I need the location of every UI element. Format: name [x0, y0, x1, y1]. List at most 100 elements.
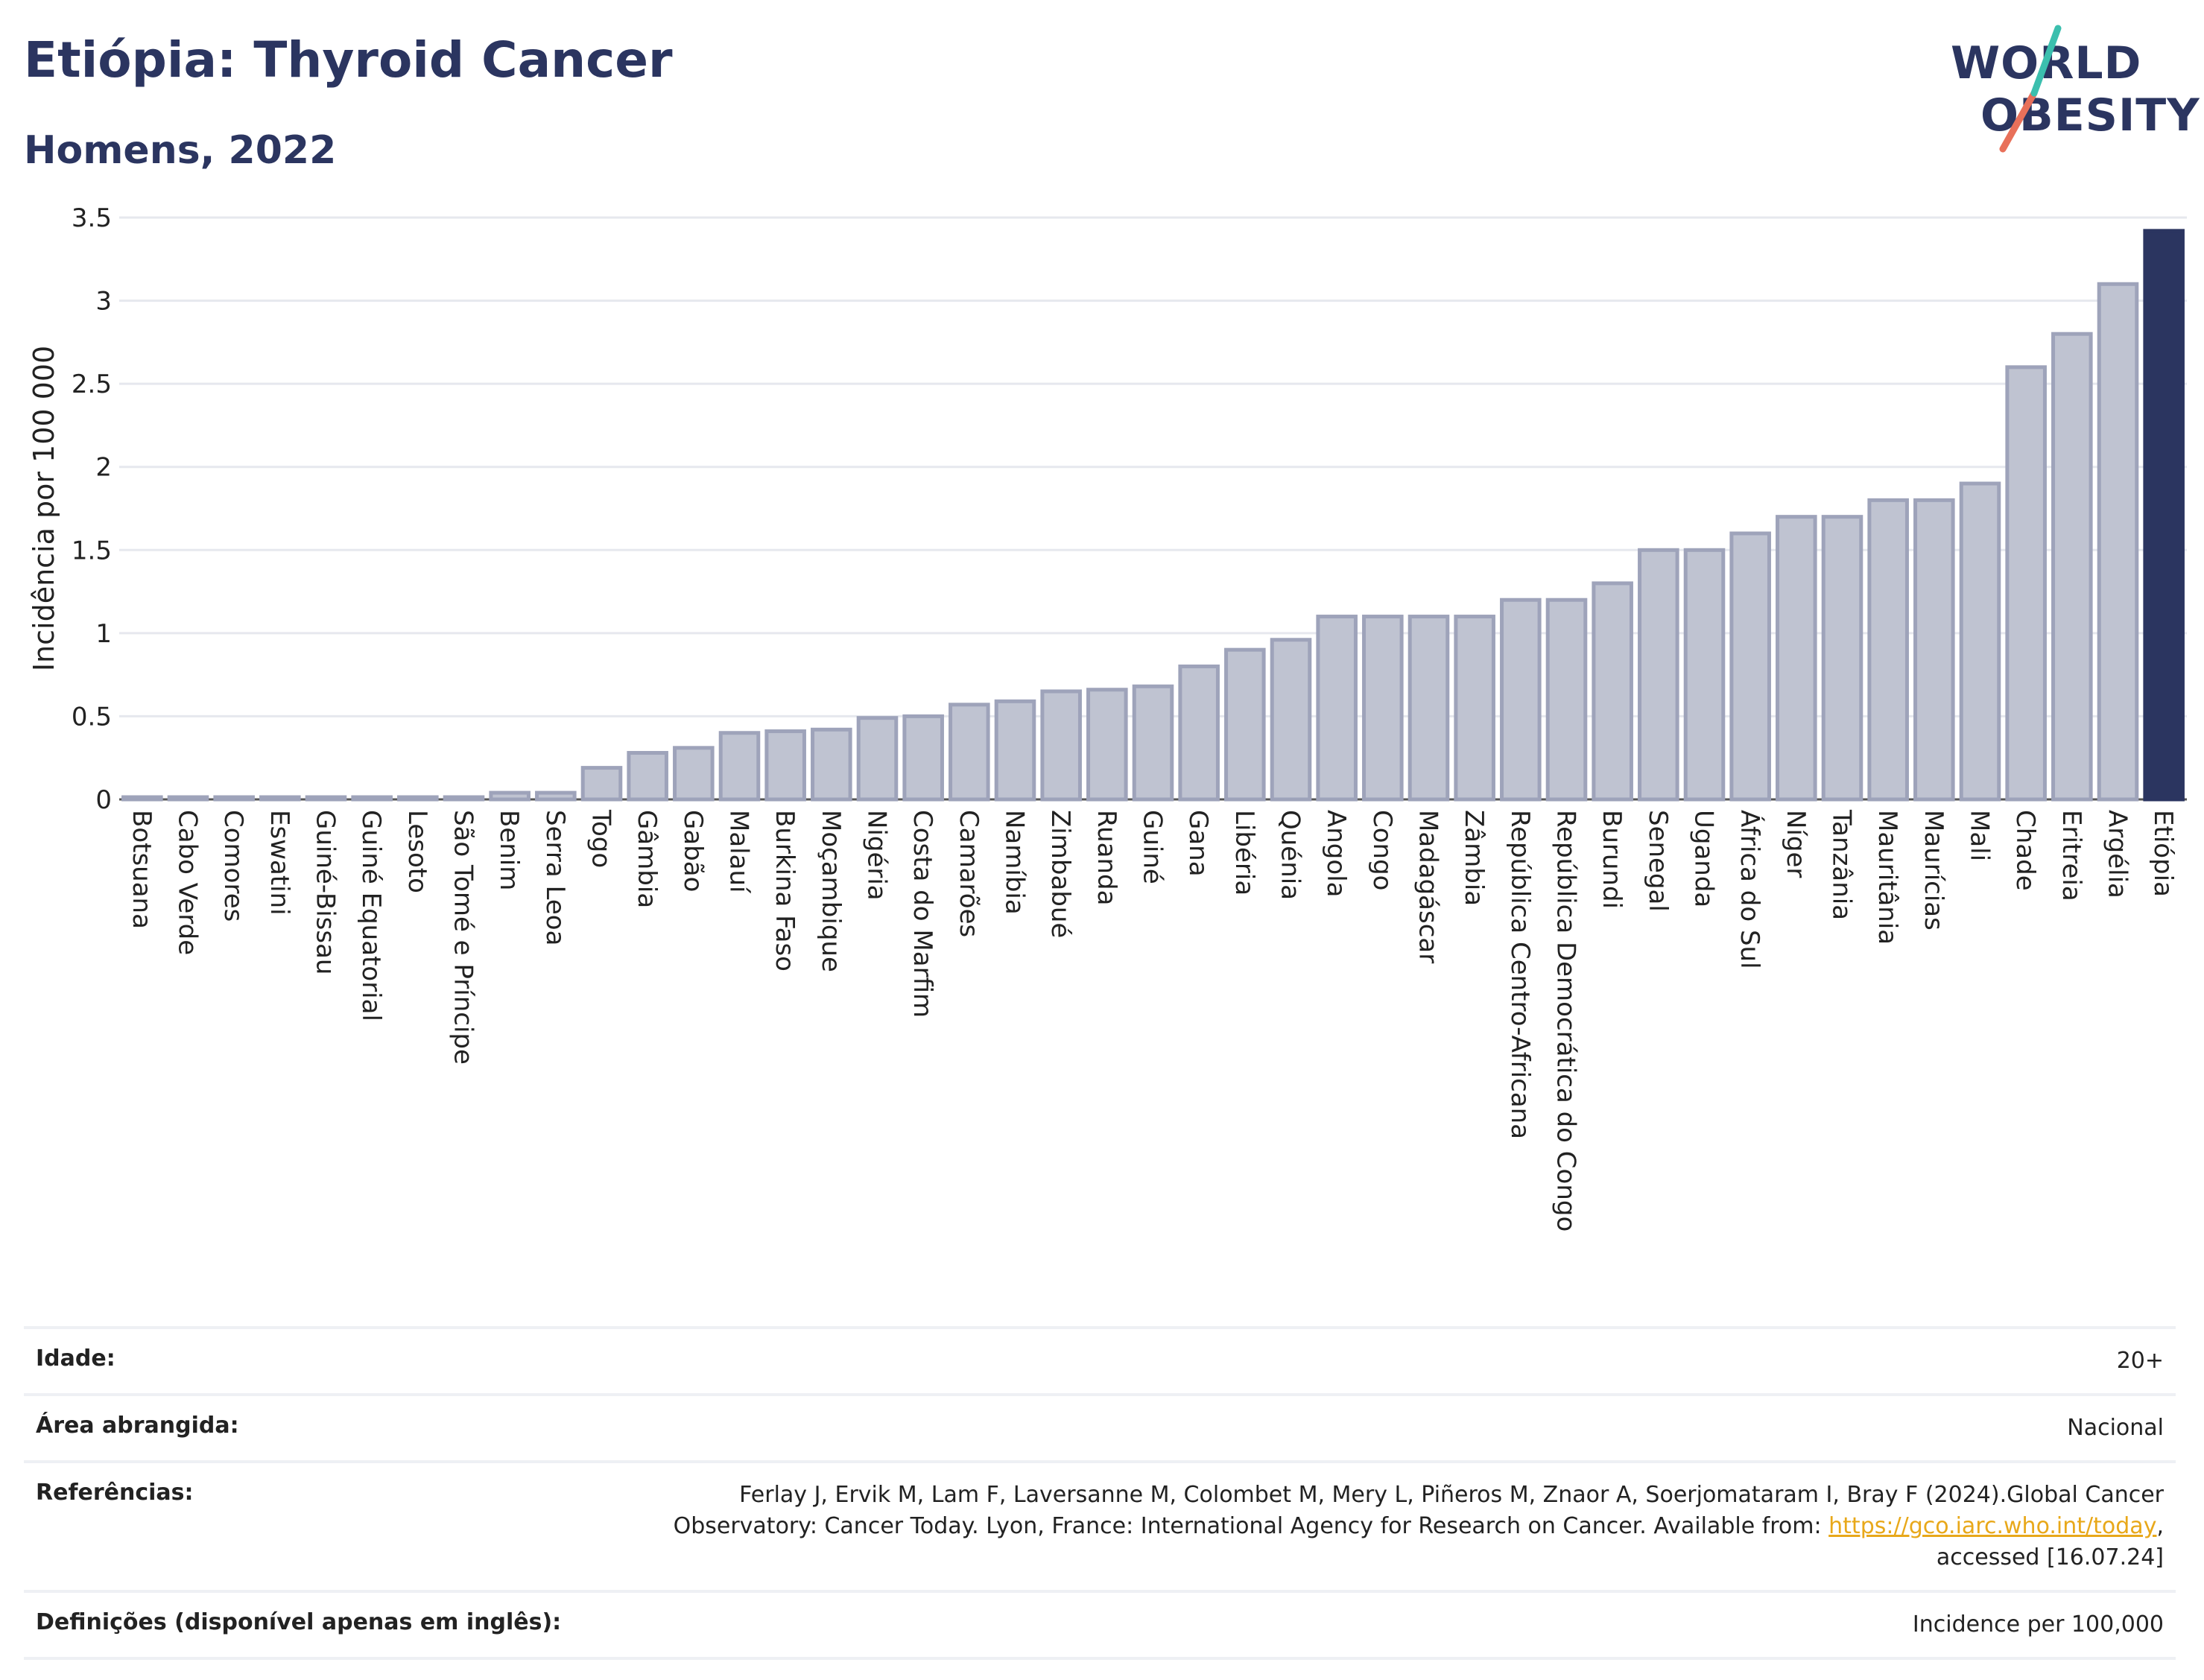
x-tick-label: Gana — [1183, 810, 1213, 877]
bar — [535, 790, 577, 802]
bar — [1545, 597, 1588, 802]
bar — [305, 795, 347, 802]
bar — [580, 766, 623, 802]
x-tick-label: Serra Leoa — [540, 810, 570, 945]
bar — [1224, 647, 1266, 802]
x-tick-label: África do Sul — [1735, 810, 1765, 969]
x-tick-label: Angola — [1321, 810, 1351, 897]
bar — [1086, 688, 1128, 802]
chart-title: Etiópia: Thyroid Cancer — [24, 31, 673, 89]
bar — [2051, 332, 2093, 802]
y-tick-label: 2.5 — [72, 370, 112, 399]
references-text: Ferlay J, Ervik M, Lam F, Laversanne M, … — [673, 1482, 2164, 1539]
bar — [2097, 282, 2139, 802]
bar — [1362, 615, 1404, 802]
bar — [1821, 515, 1863, 802]
bar — [121, 795, 163, 802]
bar — [397, 795, 439, 802]
y-tick-label: 0.5 — [72, 702, 112, 732]
bar — [1638, 548, 1679, 802]
bar — [811, 727, 852, 802]
y-tick-label: 1.5 — [72, 536, 112, 565]
y-tick-label: 0 — [95, 785, 112, 815]
bar — [856, 716, 899, 802]
bar — [1178, 664, 1220, 802]
x-tick-label: Botsuana — [127, 810, 156, 929]
x-tick-label: República Democrática do Congo — [1551, 810, 1581, 1232]
bar — [1040, 689, 1082, 802]
bar — [994, 699, 1036, 802]
definitions-label: Definições (disponível apenas em inglês)… — [36, 1609, 562, 1635]
bar — [627, 751, 668, 802]
metadata-table: Idade: 20+ Área abrangida: Nacional Refe… — [24, 1326, 2176, 1660]
x-tick-label: Gabão — [678, 810, 708, 892]
bar — [1500, 597, 1542, 802]
x-tick-label: Eritreia — [2056, 810, 2086, 901]
bar — [443, 795, 485, 802]
x-tick-label: Moçambique — [816, 810, 846, 972]
logo-line-2: OBESITY — [1980, 89, 2200, 142]
x-tick-label: Senegal — [1643, 810, 1673, 912]
bar — [718, 731, 761, 802]
bar — [1592, 581, 1633, 802]
x-tick-label: Maurícias — [1919, 810, 1948, 931]
bar — [1316, 615, 1358, 802]
x-tick-label: Togo — [586, 809, 616, 868]
x-tick-label: Costa do Marfim — [908, 810, 937, 1018]
x-tick-label: Malauí — [724, 810, 754, 894]
bar — [1407, 615, 1450, 802]
x-tick-label: Guiné — [1138, 810, 1168, 884]
world-obesity-logo: WORLD OBESITY — [1945, 22, 2200, 156]
x-tick-label: Guiné-Bissau — [311, 810, 341, 974]
bar — [259, 795, 301, 802]
x-tick-label: Ruanda — [1092, 810, 1121, 905]
x-tick-label: Quénia — [1276, 810, 1305, 900]
x-tick-label: Benim — [494, 810, 524, 890]
bar — [2143, 229, 2185, 802]
bar — [1270, 638, 1312, 802]
x-tick-label: Guiné Equatorial — [356, 810, 386, 1021]
x-tick-label: Lesoto — [402, 810, 432, 893]
bar — [1867, 498, 1909, 802]
bar — [673, 746, 715, 802]
x-tick-label: Libéria — [1229, 810, 1259, 896]
meta-row-area: Área abrangida: Nacional — [24, 1393, 2176, 1460]
references-tail: , accessed [16.07.24] — [1936, 1513, 2164, 1570]
references-link[interactable]: https://gco.iarc.who.int/today — [1828, 1513, 2157, 1539]
x-tick-label: São Tomé e Príncipe — [449, 810, 478, 1065]
meta-row-age: Idade: 20+ — [24, 1326, 2176, 1393]
x-tick-label: Chade — [2010, 810, 2040, 891]
x-tick-label: Uganda — [1689, 810, 1719, 907]
x-tick-label: Gâmbia — [632, 810, 662, 908]
x-tick-label: Nigéria — [862, 810, 892, 901]
x-tick-label: Tanzânia — [1827, 809, 1857, 920]
bar — [2005, 365, 2047, 802]
x-tick-label: Argélia — [2103, 810, 2132, 898]
y-tick-label: 3.5 — [72, 203, 112, 233]
x-tick-label: Etiópia — [2148, 810, 2178, 897]
definitions-value: Incidence per 100,000 — [1912, 1611, 2164, 1638]
bar — [949, 703, 990, 802]
x-tick-label: Mali — [1965, 810, 1995, 861]
bar — [902, 714, 944, 802]
y-axis-label: Incidência por 100 000 — [28, 346, 60, 671]
age-label: Idade: — [36, 1345, 115, 1372]
area-label: Área abrangida: — [36, 1413, 239, 1439]
x-tick-label: Camarões — [954, 810, 984, 937]
age-value: 20+ — [2116, 1348, 2164, 1374]
y-tick-label: 2 — [95, 453, 112, 483]
bar — [489, 790, 531, 802]
bar — [1683, 548, 1726, 802]
bar — [1132, 684, 1174, 802]
bar — [1913, 498, 1955, 802]
x-tick-label: Cabo Verde — [173, 810, 203, 955]
bar — [764, 729, 806, 802]
references-value: Ferlay J, Ervik M, Lam F, Laversanne M, … — [599, 1480, 2164, 1573]
bar — [1729, 531, 1771, 802]
x-tick-label: Burundi — [1597, 810, 1627, 909]
x-tick-label: Burkina Faso — [770, 810, 799, 971]
x-tick-label: Comores — [218, 810, 248, 922]
area-value: Nacional — [2067, 1415, 2164, 1441]
x-tick-label: Zimbabué — [1045, 810, 1075, 938]
references-label: Referências: — [36, 1480, 194, 1506]
